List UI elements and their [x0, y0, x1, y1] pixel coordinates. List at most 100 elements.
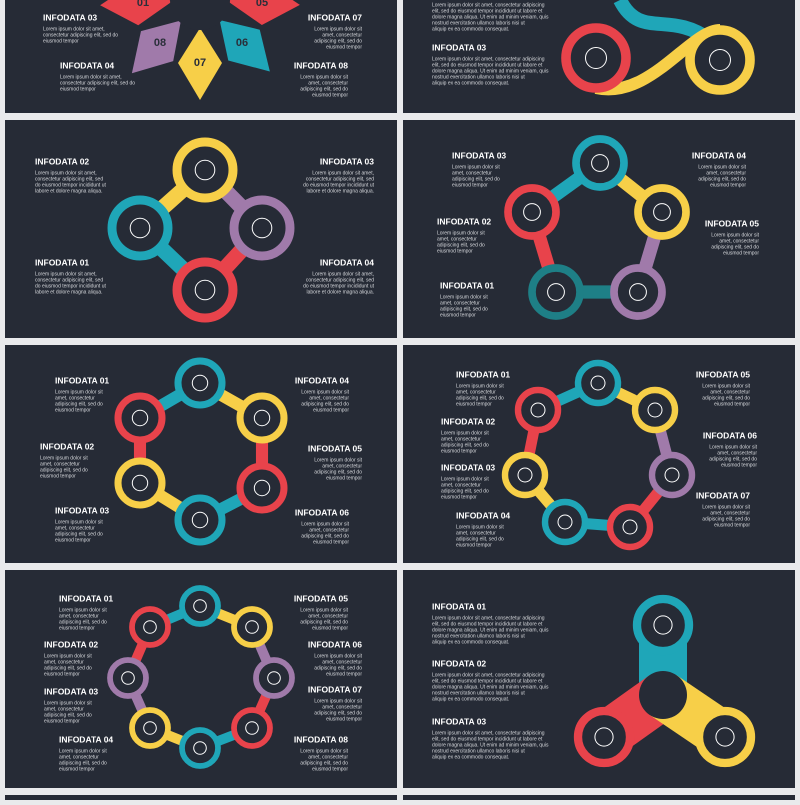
- label-text: adipiscing elit, sed do: [40, 467, 88, 473]
- label-text: Lorem ipsum dolor sit amet,: [312, 271, 374, 277]
- label-text: nostrud exercitation ullamco laboris nis…: [432, 748, 525, 754]
- label-text: elit, sed do eiusmod tempor incididunt u…: [432, 8, 543, 14]
- step-circle: [172, 137, 238, 203]
- label-text: aliquip ex ea commodo consequat.: [432, 696, 509, 702]
- label-text: adipiscing elit, sed do: [59, 760, 107, 766]
- label-title: INFODATA 02: [441, 416, 495, 426]
- label-text: Lorem ipsum dolor sit: [44, 653, 92, 659]
- label-text: adipiscing elit, sed do: [44, 712, 92, 718]
- step-circle: [501, 451, 549, 499]
- step-circle: [694, 706, 756, 768]
- icon: [622, 519, 638, 535]
- label-title: INFODATA 06: [295, 507, 349, 517]
- label-text: consectetur adipiscing elit, sed: [35, 176, 103, 182]
- label-text: nostrud exercitation ullamco laboris nis…: [432, 690, 525, 696]
- label-text: aliquip ex ea commodo consequat.: [432, 639, 509, 645]
- step-circle: [179, 585, 221, 627]
- step-circle: [561, 23, 631, 93]
- icon: [193, 741, 207, 755]
- label-text: eiusmod tempor: [312, 92, 348, 98]
- label-title: INFODATA 03: [452, 150, 506, 160]
- label-text: eiusmod tempor: [59, 625, 95, 631]
- label-text: adipiscing elit, sed do: [44, 665, 92, 671]
- step-circle: [174, 494, 226, 546]
- label-text: elit, sed do eiusmod tempor incididunt u…: [432, 621, 543, 627]
- label-text: eiusmod tempor: [723, 250, 759, 256]
- petal: [178, 28, 222, 100]
- label-title: INFODATA 02: [432, 658, 486, 668]
- icon: [557, 514, 573, 530]
- label-text: amet, consectetur: [710, 510, 750, 516]
- label-text: Lorem ipsum dolor sit amet, consectetur …: [432, 56, 545, 62]
- step-circle: [514, 386, 562, 434]
- label-text: eiusmod tempor: [55, 537, 91, 543]
- label-title: INFODATA 01: [55, 375, 109, 385]
- label-text: aliquip ex ea commodo consequat.: [432, 80, 509, 86]
- icon: [547, 283, 565, 301]
- step-circle: [634, 184, 690, 240]
- label-text: Lorem ipsum dolor sit amet,: [35, 271, 97, 277]
- label-text: do eiusmod tempor incididunt ut: [303, 283, 374, 289]
- step-circle: [114, 457, 166, 509]
- label-title: INFODATA 07: [308, 12, 362, 22]
- label-text: Lorem ipsum dolor sit: [59, 607, 107, 613]
- label-text: eiusmod tempor: [44, 671, 80, 677]
- label-text: Lorem ipsum dolor sit amet,: [312, 170, 374, 176]
- label-text: amet, consectetur: [322, 704, 362, 710]
- label-text: amet, consectetur: [59, 613, 99, 619]
- label-text: amet, consectetur: [44, 706, 84, 712]
- icon: [253, 409, 271, 427]
- icon: [131, 409, 149, 427]
- step-circle: [253, 657, 295, 699]
- label-text: Lorem ipsum dolor sit amet,: [43, 26, 105, 32]
- label-text: eiusmod tempor: [452, 182, 488, 188]
- step-circle: [236, 462, 288, 514]
- label-text: adipiscing elit, sed do: [55, 531, 103, 537]
- petal: [131, 20, 181, 74]
- label-text: Lorem ipsum dolor sit: [456, 383, 504, 389]
- label-text: Lorem ipsum dolor sit: [440, 294, 488, 300]
- label-text: eiusmod tempor: [312, 766, 348, 772]
- label-text: Lorem ipsum dolor sit: [314, 698, 362, 704]
- label-text: Lorem ipsum dolor sit amet,: [60, 74, 122, 80]
- label-text: Lorem ipsum dolor sit: [301, 389, 349, 395]
- icon: [653, 615, 673, 635]
- label-title: INFODATA 06: [703, 430, 757, 440]
- icon: [245, 721, 259, 735]
- label-text: amet, consectetur: [308, 80, 348, 86]
- label-text: adipiscing elit, sed do: [55, 401, 103, 407]
- label-text: Lorem ipsum dolor sit amet, consectetur …: [432, 615, 545, 621]
- step-circle: [685, 25, 755, 95]
- label-text: nostrud exercitation ullamco laboris nis…: [432, 74, 525, 80]
- icon: [143, 721, 157, 735]
- label-text: adipiscing elit, sed do: [702, 516, 750, 522]
- label-text: adipiscing elit, sed do: [300, 760, 348, 766]
- label-text: Lorem ipsum dolor sit: [301, 521, 349, 527]
- icon: [129, 217, 151, 239]
- label-text: consectetur adipiscing elit, sed do: [60, 80, 135, 86]
- icon: [653, 203, 671, 221]
- step-circle: [236, 392, 288, 444]
- step-circle: [107, 657, 149, 699]
- hub: [639, 671, 687, 719]
- label-text: nostrud exercitation ullamco laboris nis…: [432, 633, 525, 639]
- label-text: eiusmod tempor: [456, 542, 492, 548]
- step-number: 07: [194, 57, 206, 69]
- label-text: amet, consectetur: [441, 482, 481, 488]
- label-text: aliquip ex ea commodo consequat.: [432, 754, 509, 760]
- label-text: adipiscing elit, sed do: [314, 710, 362, 716]
- label-title: INFODATA 01: [35, 257, 89, 267]
- icon: [523, 203, 541, 221]
- label-title: INFODATA 02: [35, 156, 89, 166]
- label-title: INFODATA 03: [432, 42, 486, 52]
- icon: [517, 467, 533, 483]
- step-number: 01: [137, 0, 149, 9]
- label-text: amet, consectetur: [441, 436, 481, 442]
- icon: [131, 474, 149, 492]
- step-circle: [107, 195, 173, 261]
- label-title: INFODATA 03: [441, 462, 495, 472]
- label-text: amet, consectetur: [322, 463, 362, 469]
- label-text: consectetur adipiscing elit, sed do: [43, 32, 118, 38]
- label-text: dolore magna aliqua. Ut enim ad minim ve…: [432, 627, 549, 633]
- label-text: adipiscing elit, sed do: [314, 38, 362, 44]
